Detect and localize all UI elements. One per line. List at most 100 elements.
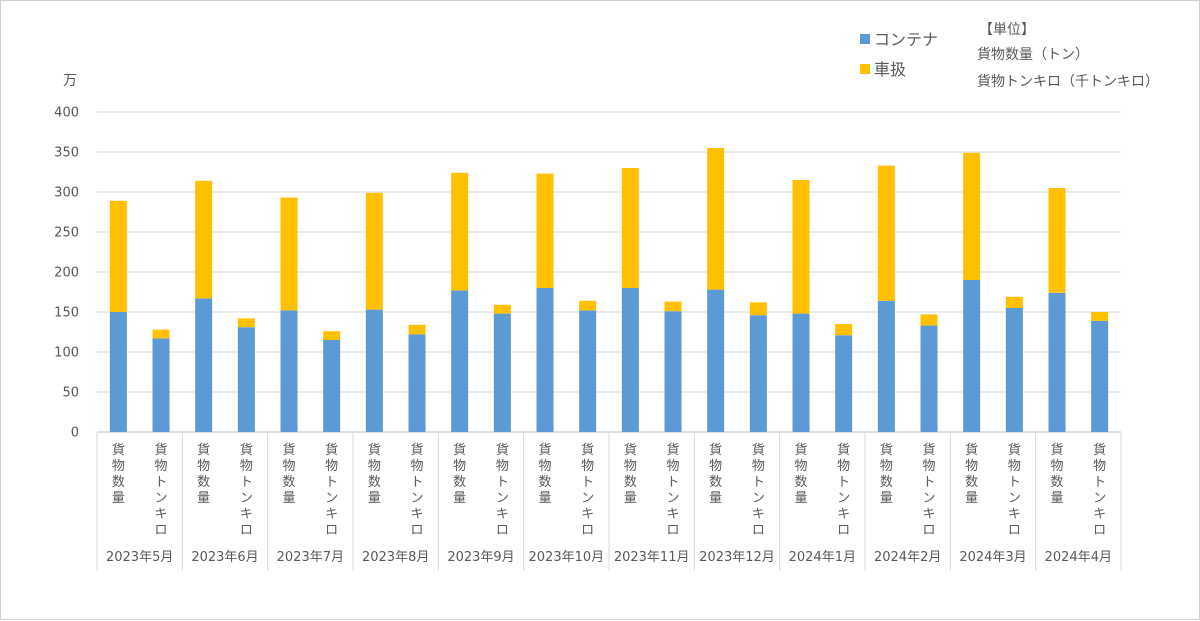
sub-category-label: 貨物数量 xyxy=(112,442,125,506)
bar-shaken xyxy=(152,329,170,339)
unit-note-line: 貨物トンキロ（千トンキロ） xyxy=(977,73,1159,90)
bar-container xyxy=(451,290,469,432)
sub-category-label: 貨物トンキロ xyxy=(325,442,338,538)
bar-shaken xyxy=(1091,312,1109,321)
bar-shaken xyxy=(493,304,511,314)
bar-container xyxy=(920,325,938,432)
sub-category-label: 貨物数量 xyxy=(709,442,722,506)
y-tick-label: 400 xyxy=(54,106,79,121)
gridlines xyxy=(97,111,1121,433)
y-tick-label: 50 xyxy=(62,386,79,401)
sub-category-label: 貨物数量 xyxy=(624,442,637,506)
month-label: 2023年10月 xyxy=(529,550,605,565)
bar-shaken xyxy=(323,331,341,340)
y-tick-label: 300 xyxy=(54,186,79,201)
sub-category-label: 貨物トンキロ xyxy=(1008,442,1021,538)
bar-shaken xyxy=(109,200,127,312)
bar-container xyxy=(1091,320,1109,432)
bar-shaken xyxy=(1048,188,1066,293)
sub-category-label: 貨物トンキロ xyxy=(922,442,935,538)
y-tick-label: 0 xyxy=(71,426,79,441)
bar-container xyxy=(621,288,639,432)
sub-category-label: 貨物数量 xyxy=(880,442,893,506)
bar-container xyxy=(237,327,255,432)
sub-category-label: 貨物数量 xyxy=(368,442,381,506)
y-tick-label: 350 xyxy=(54,146,79,161)
sub-category-label: 貨物数量 xyxy=(453,442,466,506)
sub-category-label: 貨物数量 xyxy=(794,442,807,506)
bar-container xyxy=(408,334,426,432)
legend-swatch xyxy=(860,64,870,74)
sub-category-label: 貨物トンキロ xyxy=(410,442,423,538)
legend-label: 車扱 xyxy=(874,60,906,79)
bar-shaken xyxy=(877,165,895,301)
sub-category-label: 貨物トンキロ xyxy=(154,442,167,538)
legend-label: コンテナ xyxy=(874,30,938,49)
sub-category-label: 貨物トンキロ xyxy=(666,442,679,538)
sub-category-label: 貨物トンキロ xyxy=(240,442,253,538)
bar-container xyxy=(707,289,725,432)
sub-category-label: 貨物数量 xyxy=(538,442,551,506)
sub-category-label: 貨物数量 xyxy=(282,442,295,506)
bar-shaken xyxy=(536,173,554,288)
bar-shaken xyxy=(579,300,597,311)
bar-container xyxy=(579,310,597,432)
unit-note-title: 【単位】 xyxy=(979,22,1035,38)
sub-category-label: 貨物トンキロ xyxy=(1093,442,1106,538)
bar-shaken xyxy=(963,152,981,280)
month-label: 2023年7月 xyxy=(277,550,344,565)
bar-container xyxy=(109,312,127,432)
y-tick-label: 200 xyxy=(54,266,79,281)
sub-category-label: 貨物トンキロ xyxy=(837,442,850,538)
bar-container xyxy=(323,340,341,432)
bar-container xyxy=(280,310,298,432)
bar-shaken xyxy=(365,192,383,310)
sub-category-label: 貨物トンキロ xyxy=(581,442,594,538)
legend-swatch xyxy=(860,34,870,44)
month-label: 2024年1月 xyxy=(789,550,856,565)
bar-container xyxy=(963,280,981,432)
sub-category-label: 貨物数量 xyxy=(965,442,978,506)
bar-container xyxy=(1048,292,1066,432)
sub-category-label: 貨物数量 xyxy=(197,442,210,506)
month-label: 2023年5月 xyxy=(106,550,173,565)
y-tick-label: 100 xyxy=(54,346,79,361)
y-unit-label: 万 xyxy=(63,73,77,89)
month-label: 2024年3月 xyxy=(959,550,1026,565)
bar-shaken xyxy=(621,168,639,288)
bar-shaken xyxy=(664,301,682,312)
bar-container xyxy=(664,311,682,432)
bar-shaken xyxy=(792,180,810,314)
bar-container xyxy=(195,298,213,432)
y-tick-label: 250 xyxy=(54,226,79,241)
category-table: 貨物数量 貨物トンキロ 2023年5月 貨物数量 貨物トンキロ 2023年6月 貨物数量 貨物… xyxy=(96,432,1122,571)
unit-note: 【単位】貨物数量（トン） 貨物トンキロ（千トンキロ） xyxy=(977,22,1159,90)
month-label: 2024年4月 xyxy=(1045,550,1112,565)
bar-shaken xyxy=(1005,296,1023,308)
bar-shaken xyxy=(835,324,853,336)
bar-container xyxy=(493,313,511,432)
bar-container xyxy=(152,338,170,432)
sub-category-label: 貨物トンキロ xyxy=(752,442,765,538)
bar-container xyxy=(749,315,767,432)
bar-container xyxy=(365,309,383,432)
month-label: 2023年11月 xyxy=(614,550,690,565)
bar-container xyxy=(536,288,554,432)
bar-container xyxy=(835,335,853,432)
bar-shaken xyxy=(749,302,767,316)
month-label: 2023年9月 xyxy=(447,550,514,565)
bar-container xyxy=(792,313,810,432)
bar-shaken xyxy=(707,148,725,290)
month-label: 2023年6月 xyxy=(191,550,258,565)
month-label: 2024年2月 xyxy=(874,550,941,565)
month-label: 2023年8月 xyxy=(362,550,429,565)
sub-category-label: 貨物数量 xyxy=(1050,442,1063,506)
y-axis-ticks: 0 50 100 150 200 250 300 350 400 xyxy=(54,106,79,441)
bar-shaken xyxy=(920,314,938,326)
unit-note-line: 貨物数量（トン） xyxy=(977,46,1089,63)
bar-shaken xyxy=(408,324,426,335)
bar-container xyxy=(877,300,895,432)
